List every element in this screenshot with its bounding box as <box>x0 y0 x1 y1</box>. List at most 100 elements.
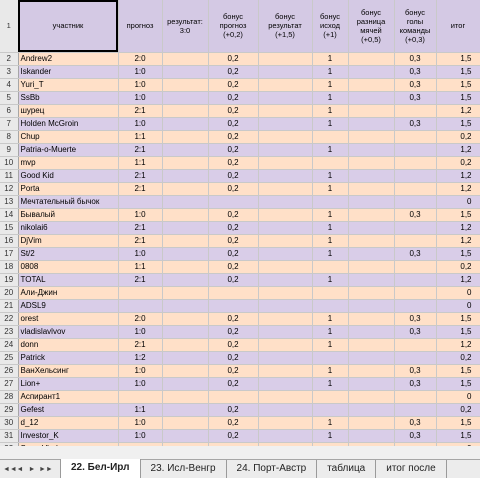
bonus-result-cell[interactable] <box>258 325 313 339</box>
bonus-forecast-cell[interactable] <box>208 195 259 209</box>
row-number[interactable]: 25 <box>0 351 19 365</box>
forecast-cell[interactable]: 2:1 <box>118 104 163 118</box>
total-cell[interactable]: 1,5 <box>435 208 480 222</box>
bonus-result-cell[interactable] <box>258 52 313 66</box>
result-cell[interactable] <box>162 299 209 313</box>
participant-cell[interactable]: Али-Джин <box>18 286 119 300</box>
column-header-bonus-forecast[interactable]: бонус прогноз (+0,2) <box>208 0 259 53</box>
total-cell[interactable]: 1,5 <box>435 429 480 443</box>
bonus-forecast-cell[interactable]: 0,2 <box>208 208 259 222</box>
result-cell[interactable] <box>162 221 209 235</box>
total-cell[interactable]: 0,2 <box>435 260 480 274</box>
participant-cell[interactable]: d_12 <box>18 416 119 430</box>
sheet-tab[interactable]: 23. Исл-Венгр <box>141 460 227 478</box>
bonus-goals-cell[interactable] <box>394 156 437 170</box>
row-number[interactable]: 10 <box>0 156 19 170</box>
result-cell[interactable] <box>162 325 209 339</box>
result-cell[interactable] <box>162 91 209 105</box>
bonus-forecast-cell[interactable]: 0,2 <box>208 91 259 105</box>
bonus-result-cell[interactable] <box>258 221 313 235</box>
total-cell[interactable]: 0,2 <box>435 130 480 144</box>
row-number[interactable]: 19 <box>0 273 19 287</box>
result-cell[interactable] <box>162 65 209 79</box>
result-cell[interactable] <box>162 416 209 430</box>
bonus-result-cell[interactable] <box>258 143 313 157</box>
participant-cell[interactable]: Мечтательный бычок <box>18 195 119 209</box>
total-cell[interactable]: 1,5 <box>435 325 480 339</box>
forecast-cell[interactable]: 1:1 <box>118 130 163 144</box>
bonus-goals-cell[interactable] <box>394 338 437 352</box>
bonus-outcome-cell[interactable]: 1 <box>312 143 349 157</box>
bonus-result-cell[interactable] <box>258 117 313 131</box>
row-number[interactable]: 32 <box>0 442 19 446</box>
bonus-forecast-cell[interactable]: 0,2 <box>208 364 259 378</box>
bonus-forecast-cell[interactable] <box>208 442 259 446</box>
bonus-result-cell[interactable] <box>258 91 313 105</box>
participant-cell[interactable]: Porta <box>18 182 119 196</box>
result-cell[interactable] <box>162 52 209 66</box>
participant-cell[interactable]: Аспирант1 <box>18 390 119 404</box>
bonus-diff-cell[interactable] <box>348 78 395 92</box>
bonus-diff-cell[interactable] <box>348 234 395 248</box>
forecast-cell[interactable]: 1:2 <box>118 351 163 365</box>
row-number[interactable]: 27 <box>0 377 19 391</box>
total-cell[interactable]: 1,5 <box>435 52 480 66</box>
bonus-result-cell[interactable] <box>258 234 313 248</box>
bonus-diff-cell[interactable] <box>348 260 395 274</box>
bonus-forecast-cell[interactable]: 0,2 <box>208 117 259 131</box>
bonus-outcome-cell[interactable]: 1 <box>312 247 349 261</box>
bonus-diff-cell[interactable] <box>348 299 395 313</box>
bonus-goals-cell[interactable] <box>394 286 437 300</box>
bonus-forecast-cell[interactable]: 0,2 <box>208 416 259 430</box>
column-header-result[interactable]: результат: 3:0 <box>162 0 209 53</box>
bonus-forecast-cell[interactable]: 0,2 <box>208 377 259 391</box>
sheet-tab[interactable]: 24. Порт-Австр <box>227 460 318 478</box>
bonus-diff-cell[interactable] <box>348 351 395 365</box>
row-number[interactable]: 2 <box>0 52 19 66</box>
bonus-diff-cell[interactable] <box>348 325 395 339</box>
bonus-goals-cell[interactable]: 0,3 <box>394 377 437 391</box>
bonus-goals-cell[interactable]: 0,3 <box>394 364 437 378</box>
bonus-result-cell[interactable] <box>258 416 313 430</box>
row-number[interactable]: 14 <box>0 208 19 222</box>
bonus-forecast-cell[interactable]: 0,2 <box>208 52 259 66</box>
row-number[interactable]: 7 <box>0 117 19 131</box>
participant-cell[interactable]: шурец <box>18 104 119 118</box>
bonus-goals-cell[interactable] <box>394 260 437 274</box>
bonus-forecast-cell[interactable]: 0,2 <box>208 143 259 157</box>
bonus-goals-cell[interactable] <box>394 390 437 404</box>
participant-cell[interactable]: vladislavlvov <box>18 325 119 339</box>
bonus-forecast-cell[interactable]: 0,2 <box>208 104 259 118</box>
forecast-cell[interactable]: 1:0 <box>118 429 163 443</box>
total-cell[interactable]: 1,5 <box>435 247 480 261</box>
forecast-cell[interactable]: 1:0 <box>118 208 163 222</box>
bonus-result-cell[interactable] <box>258 247 313 261</box>
forecast-cell[interactable]: 2:1 <box>118 143 163 157</box>
bonus-outcome-cell[interactable]: 1 <box>312 182 349 196</box>
bonus-diff-cell[interactable] <box>348 403 395 417</box>
bonus-goals-cell[interactable] <box>394 351 437 365</box>
bonus-diff-cell[interactable] <box>348 286 395 300</box>
bonus-outcome-cell[interactable]: 1 <box>312 65 349 79</box>
total-cell[interactable]: 0 <box>435 286 480 300</box>
bonus-result-cell[interactable] <box>258 195 313 209</box>
bonus-result-cell[interactable] <box>258 260 313 274</box>
total-cell[interactable]: 0 <box>435 299 480 313</box>
total-cell[interactable]: 1,2 <box>435 143 480 157</box>
row-number[interactable]: 13 <box>0 195 19 209</box>
bonus-result-cell[interactable] <box>258 364 313 378</box>
bonus-outcome-cell[interactable]: 1 <box>312 104 349 118</box>
bonus-outcome-cell[interactable] <box>312 195 349 209</box>
bonus-forecast-cell[interactable]: 0,2 <box>208 221 259 235</box>
row-number[interactable]: 17 <box>0 247 19 261</box>
bonus-diff-cell[interactable] <box>348 104 395 118</box>
bonus-result-cell[interactable] <box>258 390 313 404</box>
row-number[interactable]: 23 <box>0 325 19 339</box>
bonus-diff-cell[interactable] <box>348 338 395 352</box>
bonus-diff-cell[interactable] <box>348 143 395 157</box>
forecast-cell[interactable]: 1:1 <box>118 403 163 417</box>
bonus-diff-cell[interactable] <box>348 91 395 105</box>
bonus-goals-cell[interactable] <box>394 195 437 209</box>
bonus-diff-cell[interactable] <box>348 247 395 261</box>
participant-cell[interactable]: Lion+ <box>18 377 119 391</box>
